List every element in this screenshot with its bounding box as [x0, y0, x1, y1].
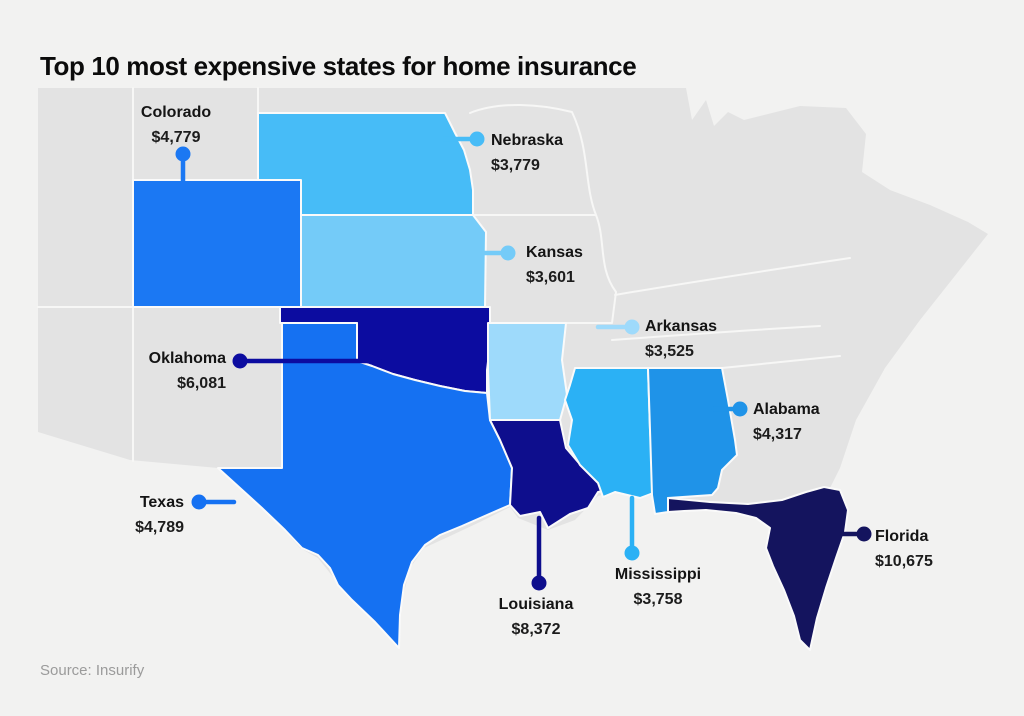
state-value: $3,525 — [645, 343, 694, 360]
state-name: Kansas — [526, 244, 583, 261]
arkansas-connector — [595, 319, 640, 335]
state-name: Nebraska — [491, 132, 564, 149]
state-value: $8,372 — [511, 621, 561, 638]
state-name: Oklahoma — [148, 350, 226, 367]
alabama-connector-dot — [732, 401, 748, 417]
state-label-arkansas: Arkansas $3,525 — [645, 314, 717, 364]
state-value: $4,779 — [151, 129, 201, 146]
state-label-kansas: Kansas $3,601 — [526, 240, 583, 290]
state-value: $3,601 — [526, 269, 575, 286]
state-name: Texas — [139, 494, 184, 511]
texas-connector — [191, 494, 237, 510]
oklahoma-connector — [232, 353, 383, 369]
state-shape-louisiana — [489, 419, 619, 529]
state-shape-arkansas — [487, 322, 568, 421]
colorado-connector — [175, 146, 191, 191]
texas-connector-dot — [191, 494, 207, 510]
state-shape-nebraska — [257, 112, 474, 216]
state-label-florida: Florida $10,675 — [875, 524, 933, 574]
kansas-connector-dot — [500, 245, 516, 261]
nebraska-connector-dot — [469, 131, 485, 147]
state-value: $4,789 — [135, 519, 184, 536]
state-shape-florida — [667, 486, 849, 651]
mississippi-connector-dot — [624, 545, 640, 561]
source-note: Source: Insurify — [40, 662, 145, 679]
state-shape-texas — [217, 322, 513, 649]
state-label-louisiana: Louisiana $8,372 — [499, 592, 574, 642]
state-value: $3,758 — [633, 591, 683, 608]
state-name: Arkansas — [645, 318, 718, 335]
louisiana-connector-dot — [531, 575, 547, 591]
state-name: Colorado — [140, 104, 212, 121]
state-value: $6,081 — [177, 375, 226, 392]
state-label-mississippi: Mississippi $3,758 — [615, 562, 701, 612]
alabama-connector — [711, 401, 748, 417]
kansas-connector — [481, 245, 516, 261]
state-name: Mississippi — [614, 566, 702, 583]
state-value: $3,779 — [491, 157, 540, 174]
state-shape-alabama — [647, 367, 738, 515]
mississippi-connector — [624, 495, 640, 561]
colorado-connector-dot — [175, 146, 191, 162]
state-label-nebraska: Nebraska $3,779 — [491, 128, 563, 178]
florida-connector — [829, 526, 872, 542]
page-title: Top 10 most expensive states for home in… — [40, 51, 637, 82]
state-label-oklahoma: Oklahoma $6,081 — [149, 346, 226, 396]
state-name: Louisiana — [498, 596, 574, 613]
state-value: $4,317 — [753, 426, 802, 443]
florida-connector-dot — [856, 526, 872, 542]
nebraska-connector — [440, 131, 485, 147]
arkansas-connector-dot — [624, 319, 640, 335]
oklahoma-connector-dot — [232, 353, 248, 369]
state-label-alabama: Alabama $4,317 — [753, 397, 820, 447]
state-shape-colorado — [132, 179, 302, 308]
state-name: Alabama — [753, 401, 820, 418]
state-name: Florida — [875, 528, 929, 545]
louisiana-connector — [531, 515, 547, 591]
state-label-texas: Texas $4,789 — [135, 490, 184, 540]
state-value: $10,675 — [875, 553, 933, 570]
state-shape-kansas — [300, 214, 487, 308]
state-label-colorado: Colorado $4,779 — [141, 100, 211, 150]
